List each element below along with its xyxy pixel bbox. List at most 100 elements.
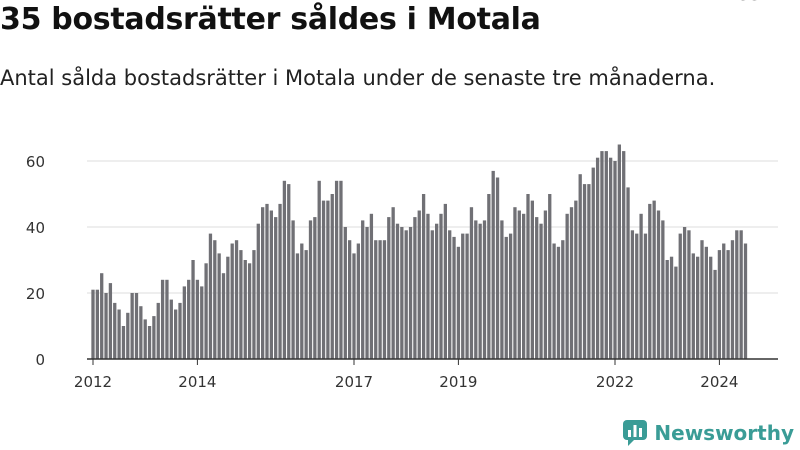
bar: [582, 184, 587, 359]
bar: [282, 180, 287, 359]
newsworthy-logo-icon: [623, 420, 648, 446]
bar: [508, 233, 513, 359]
bar: [500, 220, 504, 359]
x-tick-label: 2022: [596, 373, 634, 391]
bar: [160, 279, 165, 359]
bar: [435, 223, 439, 359]
bar: [622, 151, 626, 359]
bar: [691, 253, 695, 359]
x-tick-label: 2019: [439, 373, 477, 391]
bar: [469, 207, 474, 359]
bar: [643, 233, 648, 359]
bar: [609, 157, 613, 359]
bar: [174, 309, 178, 359]
bar: [513, 207, 517, 359]
bar: [348, 240, 352, 359]
bar: [165, 279, 169, 359]
bar: [395, 223, 400, 359]
y-tick-label: 20: [26, 285, 45, 303]
page-subtitle: Antal sålda bostadsrätter i Motala under…: [0, 66, 716, 90]
bar: [365, 227, 369, 359]
bar: [539, 223, 543, 359]
bar: [735, 230, 739, 359]
bar: [556, 246, 561, 359]
bar: [495, 177, 500, 359]
brand: Newsworthy: [622, 419, 794, 447]
bar: [369, 213, 374, 359]
bar: [230, 243, 234, 359]
bar: [704, 246, 708, 359]
bar: [722, 243, 726, 359]
bar: [213, 240, 217, 359]
bar: [709, 256, 713, 359]
bar: [287, 184, 291, 359]
data-label: 35: [738, 0, 761, 5]
bar: [491, 170, 495, 359]
bar: [591, 167, 595, 359]
bar: [682, 227, 687, 359]
bar: [439, 213, 443, 359]
bar: [626, 187, 630, 359]
y-tick-label: 0: [35, 351, 45, 369]
bar: [465, 233, 469, 359]
bar: [134, 293, 139, 359]
bar: [730, 240, 735, 359]
bar: [652, 200, 656, 359]
bar: [565, 213, 569, 359]
bar: [487, 194, 491, 359]
bar: [204, 263, 208, 359]
bar: [178, 302, 182, 359]
bar: [578, 174, 582, 359]
bar: [91, 289, 95, 359]
bar: [239, 250, 243, 359]
bar: [265, 203, 269, 359]
bar: [304, 250, 308, 359]
bar: [452, 236, 456, 359]
bar: [126, 312, 130, 359]
bar: [361, 220, 365, 359]
bar: [247, 263, 252, 359]
bar: [726, 250, 730, 359]
bar: [526, 194, 530, 359]
bar: [243, 260, 247, 359]
bar: [417, 210, 421, 359]
bar: [648, 203, 652, 359]
page-title: 35 bostadsrätter såldes i Motala: [0, 2, 541, 37]
bar: [95, 289, 99, 359]
bar: [700, 240, 704, 359]
bar: [191, 260, 195, 359]
bar: [208, 233, 213, 359]
bar: [739, 230, 743, 359]
bar: [321, 200, 326, 359]
bar: [656, 210, 661, 359]
bar: [291, 220, 295, 359]
bar: [378, 240, 382, 359]
bar: [256, 223, 260, 359]
bar: [661, 220, 665, 359]
bar: [669, 256, 674, 359]
bar: [217, 253, 221, 359]
bar: [713, 269, 717, 359]
bar: [448, 230, 452, 359]
bar: [317, 180, 321, 359]
bar: [535, 217, 539, 359]
bar: [552, 243, 556, 359]
bar: [343, 227, 347, 359]
bar: [252, 250, 256, 359]
bar: [130, 293, 134, 359]
bar: [569, 207, 574, 359]
bar: [261, 207, 265, 359]
bar: [696, 256, 700, 359]
bar: [426, 213, 430, 359]
bar: [530, 200, 534, 359]
bar: [139, 306, 143, 359]
bar: [200, 286, 204, 359]
bar: [482, 220, 487, 359]
bar: [278, 203, 282, 359]
bar: [147, 326, 152, 359]
bar: [313, 217, 317, 359]
bar: [113, 302, 117, 359]
x-tick-label: 2024: [700, 373, 738, 391]
bar: [504, 236, 508, 359]
